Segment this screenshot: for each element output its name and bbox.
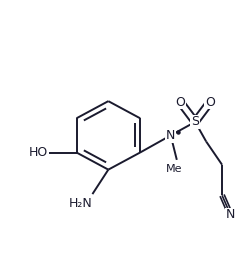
Text: O: O [176, 96, 185, 109]
Text: S: S [191, 115, 199, 128]
Text: Me: Me [166, 164, 183, 174]
Text: H₂N: H₂N [69, 197, 92, 210]
Text: N: N [166, 129, 175, 142]
Text: O: O [205, 96, 215, 109]
Text: N: N [226, 208, 235, 221]
Text: HO: HO [29, 146, 48, 159]
